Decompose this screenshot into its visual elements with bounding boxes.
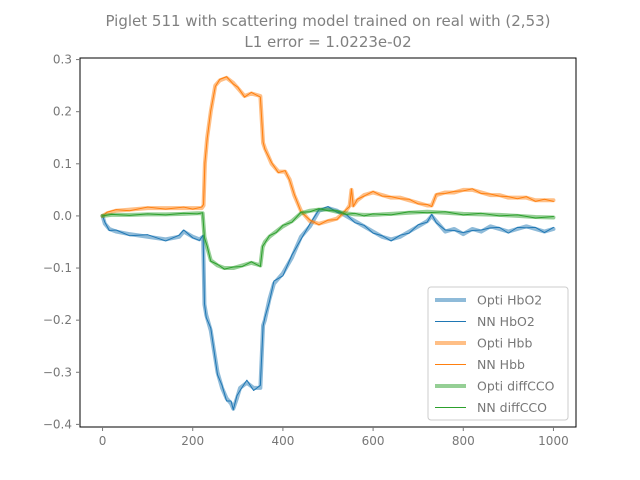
series-line-nn-hbo2	[102, 206, 554, 411]
legend-label: Opti Hbb	[477, 336, 532, 351]
y-tick-label: 0.1	[53, 157, 72, 171]
series-line-nn-hbb	[102, 76, 554, 226]
legend: Opti HbO2 NN HbO2 Opti Hbb NN Hbb Opti diffC…	[427, 286, 569, 421]
y-tick-label: −0.1	[43, 261, 72, 275]
legend-label: NN diffCCO	[477, 400, 547, 415]
y-tick-label: −0.2	[43, 313, 72, 327]
legend-label: NN HbO2	[477, 314, 535, 329]
series-line-nn-diffcco	[102, 208, 554, 270]
y-axis: −0.4 −0.3 −0.2 −0.1 0.0 0.1 0.2 0.3	[43, 53, 80, 431]
chart-title: Piglet 511 with scattering model trained…	[105, 12, 550, 30]
legend-label: Opti diffCCO	[477, 379, 555, 394]
y-tick-label: 0.2	[53, 105, 72, 119]
y-tick-label: −0.4	[43, 417, 72, 431]
x-tick-label: 1000	[538, 434, 569, 448]
x-axis: 0 200 400 600 800 1000	[99, 427, 569, 448]
y-tick-label: −0.3	[43, 365, 72, 379]
legend-label: NN Hbb	[477, 357, 525, 372]
chart-subtitle: L1 error = 1.0223e-02	[244, 33, 411, 51]
x-tick-label: 0	[99, 434, 107, 448]
plot-frame	[79, 57, 577, 428]
legend-label: Opti HbO2	[477, 293, 542, 308]
x-tick-label: 800	[452, 434, 475, 448]
y-tick-label: 0.0	[53, 209, 72, 223]
x-tick-label: 200	[181, 434, 204, 448]
x-tick-label: 600	[362, 434, 385, 448]
x-tick-label: 400	[271, 434, 294, 448]
series-layer	[100, 75, 556, 411]
legend-entries: Opti HbO2 NN HbO2 Opti Hbb NN Hbb Opti diffC…	[435, 293, 555, 415]
series-line-opti-hbo2	[100, 206, 556, 411]
y-tick-label: 0.3	[53, 53, 72, 67]
